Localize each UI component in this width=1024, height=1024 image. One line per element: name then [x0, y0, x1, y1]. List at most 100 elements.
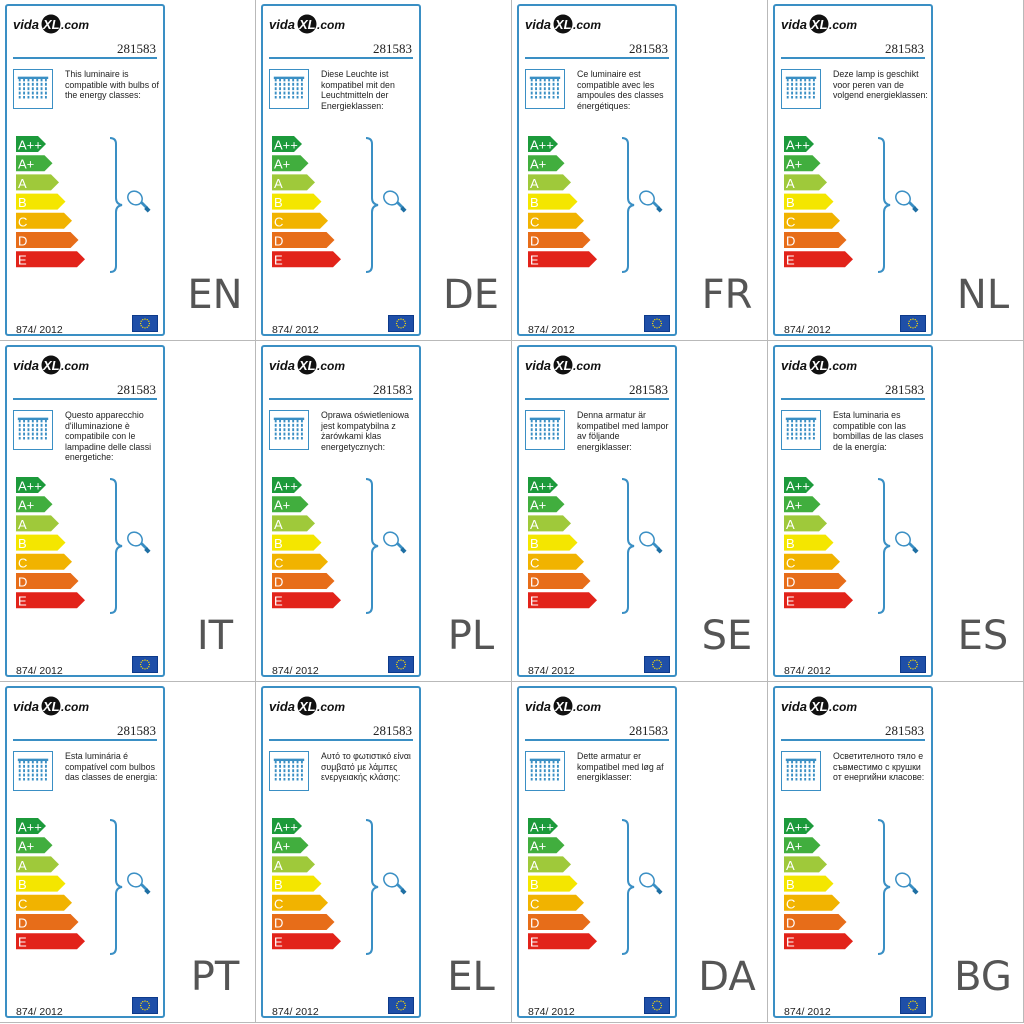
header-divider — [781, 398, 925, 400]
svg-text:XL: XL — [42, 17, 60, 32]
label-cell-da: vida XL .com 281583 Dette armatur er kompati… — [512, 682, 768, 1023]
energy-class-arrow: A — [16, 856, 59, 873]
regulation-number: 874/ 2012 — [784, 1006, 831, 1018]
eu-flag-icon — [900, 315, 926, 332]
language-code: NL — [956, 272, 1010, 318]
chandelier-icon — [13, 410, 53, 450]
svg-text:XL: XL — [42, 699, 60, 714]
energy-class-arrow: C — [784, 553, 840, 570]
energy-class-arrow: C — [16, 894, 72, 911]
energy-class-label: E — [786, 935, 795, 950]
eu-flag-icon — [644, 315, 670, 332]
energy-class-label: E — [786, 594, 795, 609]
energy-class-arrow: A+ — [528, 496, 565, 513]
header-divider — [525, 398, 669, 400]
product-number: 281583 — [373, 41, 412, 56]
language-code: SE — [701, 613, 753, 659]
energy-class-arrow: C — [784, 212, 840, 229]
energy-class-label: A+ — [274, 157, 290, 172]
regulation-number: 874/ 2012 — [16, 665, 63, 677]
energy-class-label: A+ — [786, 498, 802, 513]
energy-class-label: A — [530, 176, 539, 191]
energy-class-arrow: E — [16, 933, 85, 950]
regulation-number: 874/ 2012 — [272, 324, 319, 336]
energy-class-label: B — [274, 877, 283, 892]
energy-class-label: A+ — [274, 498, 290, 513]
label-cell-se: vida XL .com 281583 Denna armatur är kompati… — [512, 341, 768, 682]
bulb-icon — [895, 531, 919, 554]
energy-class-arrow: C — [528, 212, 584, 229]
svg-text:vida: vida — [525, 17, 551, 32]
compatibility-text: Dette armatur er kompatibel med løg af e… — [577, 751, 664, 783]
range-bracket — [621, 819, 635, 955]
chandelier-icon — [269, 69, 309, 109]
svg-text:.com: .com — [573, 700, 601, 714]
bulb-icon — [639, 531, 663, 554]
label-cell-es: vida XL .com 281583 Esta luminaria es compat… — [768, 341, 1024, 682]
energy-class-label: A+ — [530, 157, 546, 172]
energy-class-label: E — [530, 935, 539, 950]
energy-class-arrow: D — [272, 573, 335, 590]
energy-class-arrow: D — [784, 914, 847, 931]
bulb-icon — [895, 190, 919, 213]
energy-class-arrow: E — [16, 251, 85, 268]
bulb-icon — [383, 531, 407, 554]
energy-label-card: vida XL .com 281583 Dette armatur er kompati… — [517, 686, 677, 1018]
energy-class-label: B — [18, 195, 27, 210]
energy-class-arrow: A — [272, 174, 315, 191]
svg-text:.com: .com — [317, 18, 345, 32]
energy-class-label: A — [274, 858, 283, 873]
regulation-number: 874/ 2012 — [16, 324, 63, 336]
product-number: 281583 — [117, 382, 156, 397]
svg-text:.com: .com — [317, 359, 345, 373]
energy-class-label: E — [18, 253, 27, 268]
energy-class-arrow: A+ — [272, 837, 309, 854]
energy-class-label: D — [530, 575, 539, 590]
eu-flag-icon — [900, 997, 926, 1014]
header-divider — [781, 739, 925, 741]
energy-class-label: C — [786, 555, 795, 570]
energy-class-arrow: A+ — [272, 155, 309, 172]
header-divider — [525, 739, 669, 741]
range-bracket — [109, 478, 123, 614]
product-number: 281583 — [117, 723, 156, 738]
energy-class-arrow: A — [528, 174, 571, 191]
product-number: 281583 — [885, 382, 924, 397]
range-bracket — [877, 137, 891, 273]
energy-class-arrow: D — [16, 573, 79, 590]
header-divider — [525, 57, 669, 59]
energy-class-label: D — [530, 234, 539, 249]
language-code: DE — [442, 272, 500, 318]
energy-class-arrow: A — [784, 515, 827, 532]
compatibility-text: Esta luminaria es compatible con las bom… — [833, 410, 924, 452]
energy-class-label: A — [18, 517, 27, 532]
energy-class-arrow: E — [16, 592, 85, 609]
chandelier-icon — [13, 751, 53, 791]
language-code: BG — [954, 954, 1012, 1000]
label-cell-nl: vida XL .com 281583 Deze lamp is geschikt vo… — [768, 0, 1024, 341]
energy-class-label: C — [18, 214, 27, 229]
energy-class-label: A — [786, 176, 795, 191]
language-code: DA — [698, 954, 756, 1000]
chandelier-icon — [269, 751, 309, 791]
bulb-icon — [127, 190, 151, 213]
energy-class-arrow: A+ — [528, 837, 565, 854]
svg-text:vida: vida — [13, 17, 39, 32]
energy-class-arrow: A — [784, 856, 827, 873]
range-bracket — [621, 478, 635, 614]
energy-class-label: D — [274, 575, 283, 590]
energy-class-arrow: E — [784, 251, 853, 268]
energy-class-label: C — [530, 555, 539, 570]
energy-class-label: D — [530, 916, 539, 931]
energy-class-label: A — [18, 858, 27, 873]
energy-label-card: vida XL .com 281583 Ce luminaire est compati… — [517, 4, 677, 336]
chandelier-icon — [781, 751, 821, 791]
energy-class-label: B — [274, 536, 283, 551]
energy-class-label: A++ — [274, 820, 298, 835]
energy-class-label: A++ — [530, 138, 554, 153]
